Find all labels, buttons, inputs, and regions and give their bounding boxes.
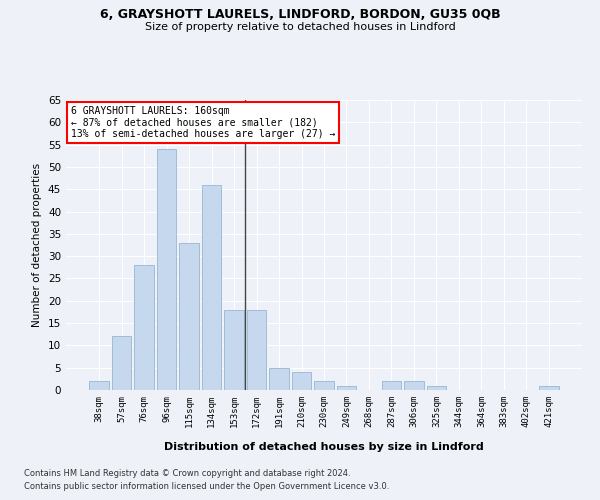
Bar xyxy=(89,381,109,390)
Bar xyxy=(292,372,311,390)
Text: 6 GRAYSHOTT LAURELS: 160sqm
← 87% of detached houses are smaller (182)
13% of se: 6 GRAYSHOTT LAURELS: 160sqm ← 87% of det… xyxy=(71,106,335,139)
Bar xyxy=(157,149,176,390)
Bar xyxy=(224,310,244,390)
Bar xyxy=(382,381,401,390)
Text: Distribution of detached houses by size in Lindford: Distribution of detached houses by size … xyxy=(164,442,484,452)
Bar xyxy=(179,243,199,390)
Bar xyxy=(134,265,154,390)
Text: 6, GRAYSHOTT LAURELS, LINDFORD, BORDON, GU35 0QB: 6, GRAYSHOTT LAURELS, LINDFORD, BORDON, … xyxy=(100,8,500,20)
Bar xyxy=(247,310,266,390)
Bar xyxy=(539,386,559,390)
Bar xyxy=(314,381,334,390)
Bar xyxy=(404,381,424,390)
Bar xyxy=(112,336,131,390)
Y-axis label: Number of detached properties: Number of detached properties xyxy=(32,163,43,327)
Bar xyxy=(269,368,289,390)
Text: Contains HM Land Registry data © Crown copyright and database right 2024.: Contains HM Land Registry data © Crown c… xyxy=(24,468,350,477)
Text: Contains public sector information licensed under the Open Government Licence v3: Contains public sector information licen… xyxy=(24,482,389,491)
Text: Size of property relative to detached houses in Lindford: Size of property relative to detached ho… xyxy=(145,22,455,32)
Bar xyxy=(427,386,446,390)
Bar xyxy=(202,185,221,390)
Bar xyxy=(337,386,356,390)
